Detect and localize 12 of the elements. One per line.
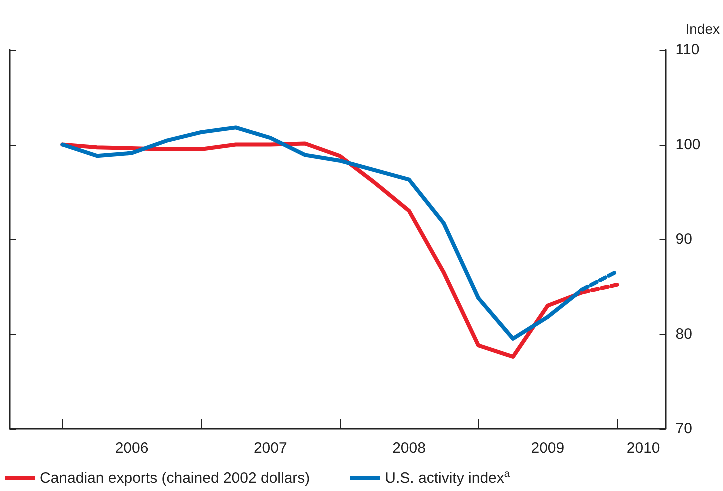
y-tick-label: 100 (676, 136, 701, 154)
legend-label: Canadian exports (chained 2002 dollars) (40, 470, 310, 487)
x-tick-label: 2010 (626, 440, 660, 457)
y-tick-label: 70 (676, 420, 692, 438)
y-axis-title: Index (686, 21, 720, 37)
y-tick-label: 90 (676, 231, 692, 248)
x-tick-label: 2006 (115, 440, 149, 457)
x-tick-label: 2008 (392, 440, 426, 457)
x-tick-label: 2009 (531, 440, 565, 457)
y-tick-label: 80 (676, 326, 692, 343)
x-tick-label: 2007 (254, 440, 288, 457)
y-tick-label: 110 (676, 42, 700, 58)
